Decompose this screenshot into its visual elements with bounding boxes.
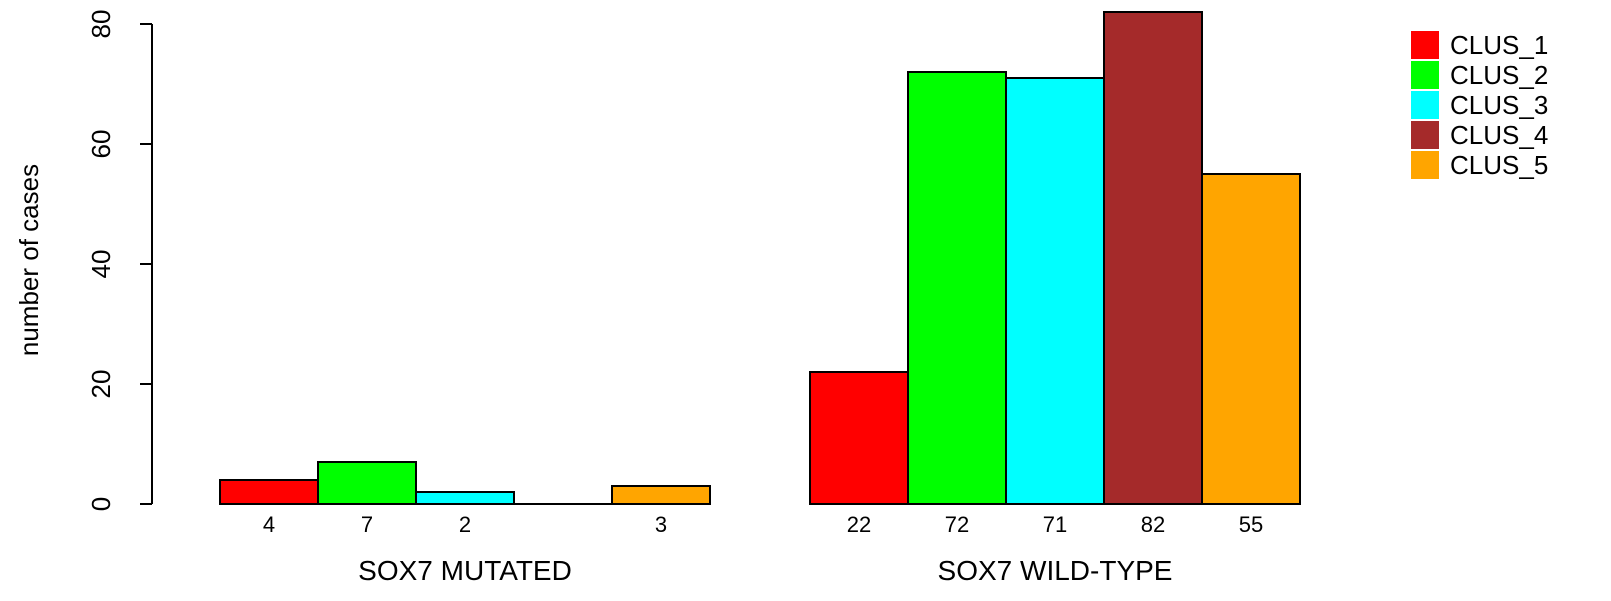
y-tick-label: 80 [86,10,116,39]
legend-label: CLUS_4 [1450,120,1548,150]
bar-value-labels: 4 7 2 3 22 72 71 82 55 [263,512,1263,537]
bars [219,11,1301,505]
bar-value-label: 3 [655,512,667,537]
bar-value-label: 55 [1239,512,1263,537]
bar-clus-3 [415,491,515,505]
bar-clus-4 [1103,11,1203,505]
legend-label: CLUS_1 [1450,30,1548,60]
bar-value-label: 7 [361,512,373,537]
y-tick-label: 60 [86,130,116,159]
legend-swatch [1411,31,1439,59]
legend-swatch [1411,151,1439,179]
y-tick-label: 20 [86,370,116,399]
bar-clus-2 [907,71,1007,505]
group-label: SOX7 WILD-TYPE [938,555,1173,586]
y-tick-label: 0 [86,497,116,511]
bar-clus-3 [1005,77,1105,505]
bar-value-label: 72 [945,512,969,537]
bar-value-label: 4 [263,512,275,537]
legend-label: CLUS_2 [1450,60,1548,90]
bar-clus-5 [611,485,711,505]
legend-swatch [1411,121,1439,149]
bar-value-label: 2 [459,512,471,537]
bar-clus-5 [1201,173,1301,505]
legend-label: CLUS_3 [1450,90,1548,120]
y-axis-label: number of cases [14,164,44,356]
legend-swatch [1411,91,1439,119]
bar-clus-1 [809,371,909,505]
bar-value-label: 71 [1043,512,1067,537]
bar-value-label: 82 [1141,512,1165,537]
group-label: SOX7 MUTATED [358,555,572,586]
group-labels: SOX7 MUTATED SOX7 WILD-TYPE [358,555,1172,586]
legend-swatch [1411,61,1439,89]
legend-label: CLUS_5 [1450,150,1548,180]
y-axis: 0 20 40 60 80 [86,10,153,511]
bar-value-label: 22 [847,512,871,537]
y-tick-label: 40 [86,250,116,279]
bar-clus-2 [317,461,417,505]
bar-clus-1 [219,479,319,505]
